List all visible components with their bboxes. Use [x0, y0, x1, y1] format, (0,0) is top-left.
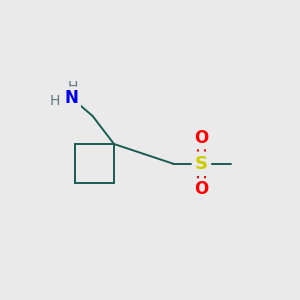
Text: S: S [195, 155, 208, 173]
Text: O: O [194, 129, 208, 147]
Text: H: H [50, 94, 60, 108]
Text: O: O [194, 180, 208, 198]
Text: N: N [64, 89, 79, 107]
Text: H: H [68, 80, 78, 94]
